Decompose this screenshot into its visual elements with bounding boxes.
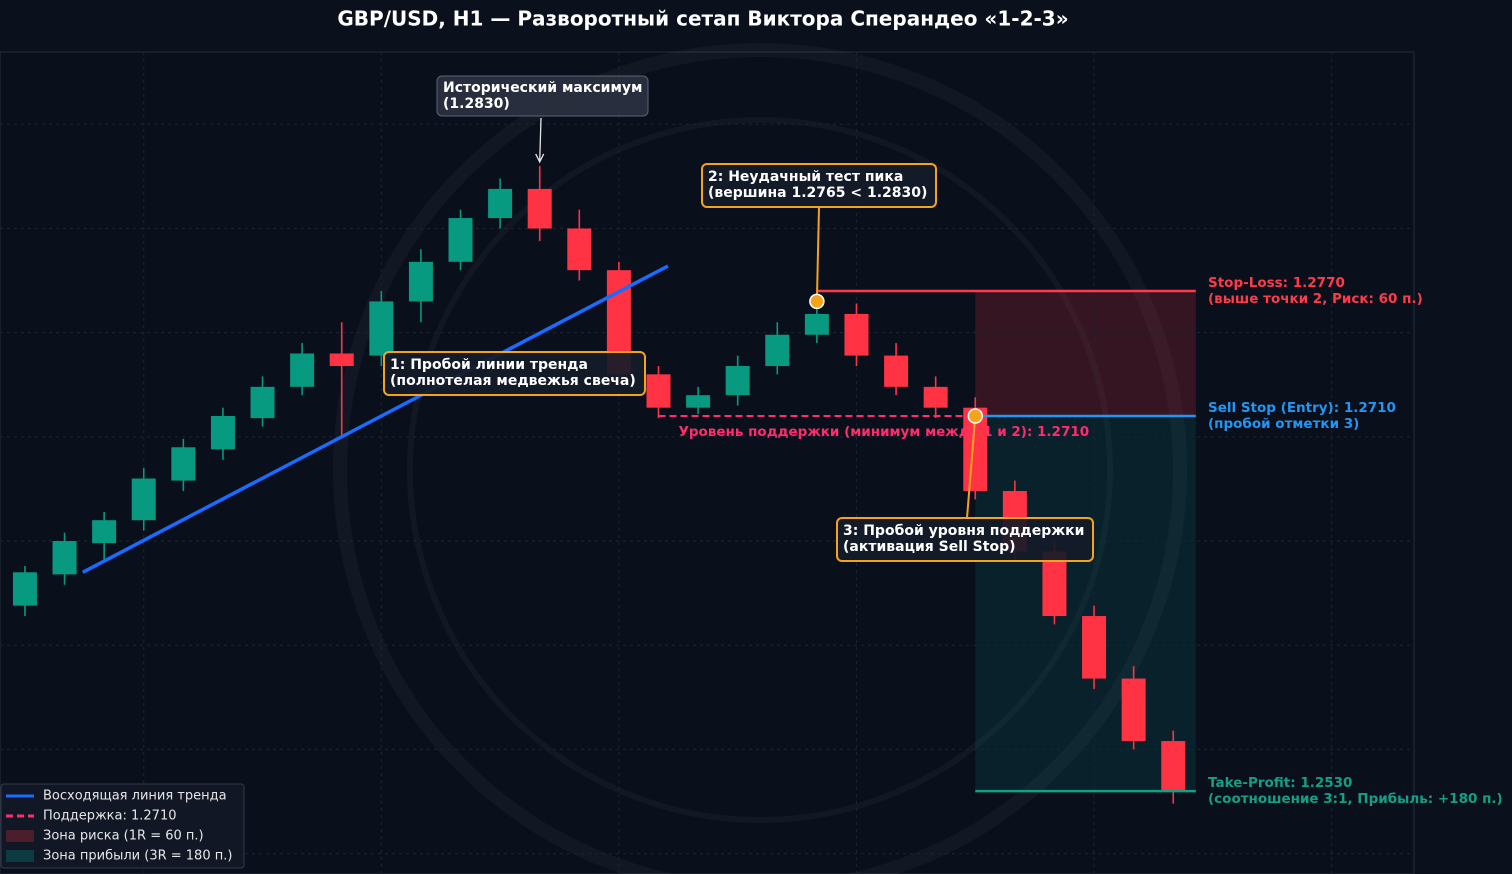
candle-body <box>329 353 354 367</box>
candle-body <box>369 301 394 356</box>
candle-body <box>567 228 592 271</box>
level-label: Stop-Loss: 1.2770 <box>1208 275 1345 291</box>
candle-body <box>171 447 196 481</box>
candle-body <box>527 188 552 229</box>
candle-body <box>131 478 156 521</box>
trend-line <box>81 264 669 574</box>
legend-label: Зона риска (1R = 60 п.) <box>43 829 204 844</box>
annotation-arrow <box>815 206 820 302</box>
candle-body <box>765 334 790 367</box>
annotation-box <box>436 75 649 117</box>
zone <box>975 290 1196 417</box>
annotation-box <box>701 163 937 208</box>
legend-swatch <box>6 850 34 862</box>
candle-body <box>52 541 77 575</box>
legend-label: Зона прибыли (3R = 180 п.) <box>43 849 232 864</box>
annotation-text: (активация Sell Stop) <box>843 539 1016 555</box>
annotation-box <box>383 351 646 396</box>
legend-frame <box>0 783 245 869</box>
annotation-text: (вершина 1.2765 < 1.2830) <box>708 185 927 201</box>
chart-title: GBP/USD, H1 — Разворотный сетап Виктора … <box>337 7 1068 31</box>
candle-body <box>448 218 473 262</box>
annotation-text: 1: Пробой линии тренда <box>390 357 588 373</box>
candle-body <box>725 366 750 396</box>
candle-body <box>923 386 948 408</box>
candle-body <box>1121 678 1146 742</box>
annotation-text: 3: Пробой уровня поддержки <box>843 523 1084 539</box>
level-label: Take-Profit: 1.2530 <box>1208 775 1352 791</box>
legend-swatch <box>6 830 34 842</box>
candle-body <box>686 395 711 408</box>
annotation-text: (полнотелая медвежья свеча) <box>390 373 636 389</box>
candle-body <box>804 313 829 335</box>
level-label: (выше точки 2, Риск: 60 п.) <box>1208 291 1423 307</box>
candle-body <box>408 261 433 302</box>
annotation-arrow <box>966 415 977 519</box>
legend: Восходящая линия тренда Поддержка: 1.2710… <box>0 783 245 869</box>
candle-body <box>92 520 117 544</box>
annotation-text: (1.2830) <box>443 96 510 112</box>
annotation-box <box>836 517 1094 562</box>
zone <box>975 416 1196 792</box>
candle-body <box>12 572 37 606</box>
annotation-text: Исторический максимум <box>443 80 643 96</box>
legend-label: Поддержка: 1.2710 <box>43 809 177 824</box>
candle-body <box>1042 551 1067 617</box>
candle-body <box>844 313 869 356</box>
pivot-point <box>809 293 825 310</box>
annotation-text: 2: Неудачный тест пика <box>708 169 903 185</box>
level-label: (соотношение 3:1, Прибыль: +180 п.) <box>1208 791 1503 807</box>
level-label: Уровень поддержки (минимум между 1 и 2):… <box>678 424 1089 440</box>
legend-label: Восходящая линия тренда <box>43 789 227 804</box>
candle-body <box>646 374 671 408</box>
pivot-point <box>967 408 984 424</box>
candle-body <box>210 416 235 450</box>
level-label: (пробой отметки 3) <box>1208 416 1359 432</box>
annotation-arrow <box>539 117 542 162</box>
candle-body <box>290 353 315 387</box>
candle-body <box>250 386 275 419</box>
candle-body <box>1082 616 1107 679</box>
candle-body <box>884 355 909 387</box>
level-label: Sell Stop (Entry): 1.2710 <box>1208 400 1396 416</box>
arrow-head <box>535 153 545 164</box>
candle-body <box>1161 741 1186 792</box>
candle-body <box>488 188 513 219</box>
